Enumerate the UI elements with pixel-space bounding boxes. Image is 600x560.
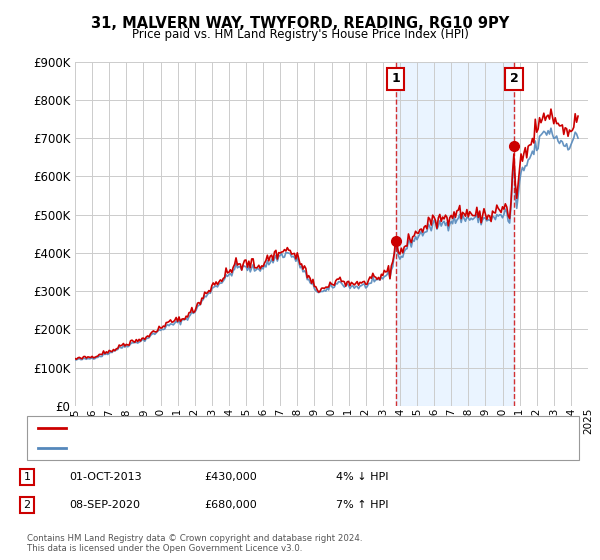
Text: HPI: Average price, detached house, Wokingham: HPI: Average price, detached house, Woki…: [70, 443, 337, 453]
Text: 31, MALVERN WAY, TWYFORD, READING, RG10 9PY: 31, MALVERN WAY, TWYFORD, READING, RG10 …: [91, 16, 509, 31]
Text: 08-SEP-2020: 08-SEP-2020: [69, 500, 140, 510]
Text: 2: 2: [23, 500, 31, 510]
Text: 1: 1: [391, 72, 400, 85]
Text: 2: 2: [509, 72, 518, 85]
Text: 4% ↓ HPI: 4% ↓ HPI: [336, 472, 389, 482]
Text: 1: 1: [23, 472, 31, 482]
Text: £430,000: £430,000: [204, 472, 257, 482]
Bar: [395, 62, 514, 406]
Text: Contains HM Land Registry data © Crown copyright and database right 2024.
This d: Contains HM Land Registry data © Crown c…: [27, 534, 362, 553]
Text: 01-OCT-2013: 01-OCT-2013: [69, 472, 142, 482]
Text: 31, MALVERN WAY, TWYFORD, READING, RG10 9PY (detached house): 31, MALVERN WAY, TWYFORD, READING, RG10 …: [70, 423, 448, 433]
Text: 7% ↑ HPI: 7% ↑ HPI: [336, 500, 389, 510]
Text: £680,000: £680,000: [204, 500, 257, 510]
Text: Price paid vs. HM Land Registry's House Price Index (HPI): Price paid vs. HM Land Registry's House …: [131, 28, 469, 41]
